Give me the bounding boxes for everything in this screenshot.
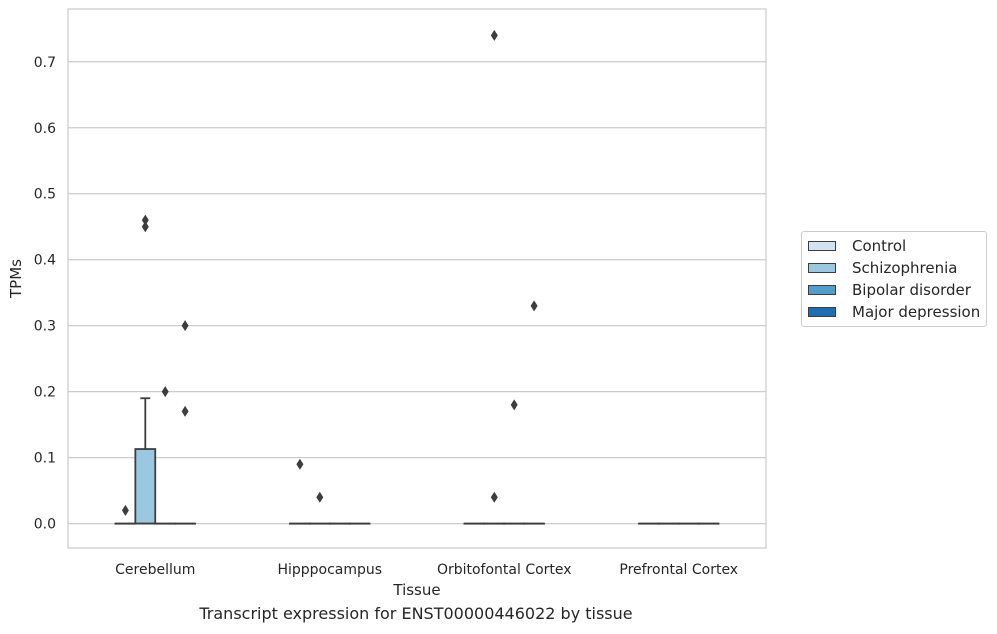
x-tick-label: Prefrontal Cortex bbox=[619, 562, 738, 578]
outlier-point bbox=[181, 405, 189, 417]
box-group bbox=[174, 320, 196, 525]
y-axis-label: TPMs bbox=[7, 259, 25, 299]
legend-label-bipolar-disorder: Bipolar disorder bbox=[852, 281, 971, 299]
outlier-point bbox=[141, 221, 149, 233]
box-group bbox=[289, 458, 311, 525]
y-tick-label: 0.1 bbox=[34, 451, 56, 467]
box-plot-series bbox=[114, 29, 720, 525]
x-tick-label: Hipppocampus bbox=[277, 562, 382, 578]
outlier-point bbox=[530, 300, 538, 312]
legend-label-control: Control bbox=[852, 237, 907, 255]
legend-item-bipolar-disorder: Bipolar disorder bbox=[808, 280, 971, 300]
legend-item-schizophrenia: Schizophrenia bbox=[808, 258, 957, 278]
legend-swatch-bipolar-disorder bbox=[808, 285, 836, 295]
y-tick-label: 0.4 bbox=[34, 253, 56, 269]
grid-lines bbox=[68, 61, 766, 525]
y-axis-ticks: 0.0 0.1 0.2 0.3 0.4 0.5 0.6 0.7 bbox=[34, 55, 56, 533]
legend-label-major-depression: Major depression bbox=[852, 303, 981, 321]
outlier-point bbox=[316, 491, 324, 503]
plot-area-frame bbox=[67, 8, 767, 549]
outlier-point bbox=[121, 504, 129, 516]
box-group bbox=[154, 386, 177, 525]
y-tick-label: 0.6 bbox=[34, 121, 56, 137]
outlier-point bbox=[181, 320, 189, 332]
box-group bbox=[483, 29, 506, 525]
box-group bbox=[503, 399, 526, 525]
legend-label-schizophrenia: Schizophrenia bbox=[852, 259, 958, 277]
x-tick-label: Cerebellum bbox=[115, 562, 195, 578]
legend-swatch-schizophrenia bbox=[808, 263, 836, 273]
legend-item-control: Control bbox=[808, 236, 906, 256]
outlier-point bbox=[490, 491, 498, 503]
x-tick-label: Orbitofontal Cortex bbox=[437, 562, 572, 578]
legend-swatch-major-depression bbox=[808, 307, 836, 317]
y-tick-label: 0.7 bbox=[34, 55, 56, 71]
box-group bbox=[308, 491, 331, 525]
outlier-point bbox=[490, 29, 498, 41]
y-tick-label: 0.3 bbox=[34, 319, 56, 335]
x-axis-label: Tissue bbox=[392, 581, 440, 599]
outlier-point bbox=[296, 458, 304, 470]
legend-swatch-control bbox=[808, 241, 836, 251]
outlier-point bbox=[510, 399, 518, 411]
box-group bbox=[134, 214, 157, 525]
legend-item-major-depression: Major depression bbox=[808, 302, 980, 322]
legend: Control Schizophrenia Bipolar disorder M… bbox=[801, 231, 987, 327]
y-tick-label: 0.5 bbox=[34, 187, 56, 203]
y-tick-label: 0.0 bbox=[34, 517, 56, 533]
outlier-point bbox=[161, 386, 169, 398]
outlier-point bbox=[141, 214, 149, 226]
y-tick-label: 0.2 bbox=[34, 385, 56, 401]
box-group bbox=[114, 504, 137, 525]
x-axis-ticks: Cerebellum Hipppocampus Orbitofontal Corte… bbox=[115, 562, 738, 578]
chart-caption: Transcript expression for ENST0000044602… bbox=[199, 604, 633, 623]
box-group bbox=[523, 300, 545, 525]
box bbox=[134, 448, 157, 525]
